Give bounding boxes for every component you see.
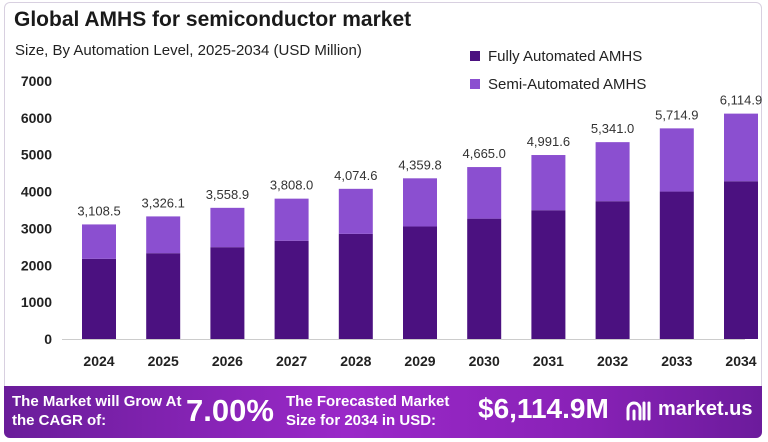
x-tick-label: 2034 — [725, 353, 756, 369]
data-label: 3,108.5 — [77, 203, 120, 218]
bar-semi-2025 — [146, 216, 181, 254]
y-tick-label: 2000 — [21, 257, 52, 273]
chart-subtitle: Size, By Automation Level, 2025-2034 (US… — [15, 42, 362, 59]
brand-logo: market.us — [626, 398, 753, 421]
y-tick-label: 3000 — [21, 220, 52, 236]
legend-swatch — [470, 79, 480, 89]
bar-semi-2033 — [659, 128, 694, 192]
data-label: 3,558.9 — [206, 187, 249, 202]
legend-swatch — [470, 51, 480, 61]
data-label: 4,074.6 — [334, 168, 377, 183]
bar-fully-2024 — [82, 258, 116, 339]
y-tick-label: 5000 — [21, 147, 52, 163]
bar-fully-2026 — [210, 247, 245, 339]
bar-fully-2025 — [146, 253, 181, 339]
bar-fully-2034 — [724, 181, 758, 339]
data-label: 3,808.0 — [270, 178, 313, 193]
bar-fully-2033 — [659, 191, 694, 339]
legend-label: Semi-Automated AMHS — [488, 75, 647, 93]
forecast-value: $6,114.9M — [478, 393, 609, 424]
bar-fully-2027 — [274, 240, 309, 339]
x-tick-label: 2026 — [212, 353, 243, 369]
y-tick-label: 7000 — [21, 73, 52, 89]
footer-banner: The Market will Grow At the CAGR of: 7.0… — [4, 386, 762, 438]
y-tick-label: 6000 — [21, 110, 52, 126]
legend-item-fully: Fully Automated AMHS — [470, 42, 646, 70]
brand-name: market.us — [658, 398, 753, 420]
bar-fully-2030 — [467, 218, 502, 339]
x-tick-label: 2024 — [83, 353, 114, 369]
data-label: 4,991.6 — [527, 134, 570, 149]
bar-fully-2032 — [595, 201, 630, 339]
bar-semi-2034 — [724, 113, 758, 182]
legend-item-semi: Semi-Automated AMHS — [470, 70, 646, 98]
bar-semi-2032 — [595, 142, 630, 202]
bar-semi-2024 — [82, 224, 116, 259]
bar-semi-2029 — [403, 178, 437, 227]
bar-semi-2026 — [210, 207, 245, 248]
x-tick-label: 2029 — [404, 353, 435, 369]
data-label: 5,341.0 — [591, 121, 634, 136]
bar-semi-2030 — [467, 167, 502, 219]
x-tick-label: 2031 — [533, 353, 564, 369]
x-tick-label: 2033 — [661, 353, 692, 369]
bar-fully-2031 — [531, 210, 566, 339]
forecast-label: The Forecasted Market Size for 2034 in U… — [286, 393, 450, 429]
data-label: 3,326.1 — [142, 195, 185, 210]
bar-semi-2027 — [274, 198, 309, 241]
legend-label: Fully Automated AMHS — [488, 47, 643, 65]
chart-title: Global AMHS for semiconductor market — [14, 8, 412, 31]
data-label: 4,359.8 — [398, 157, 441, 172]
x-tick-label: 2025 — [148, 353, 179, 369]
bar-semi-2028 — [338, 188, 373, 234]
legend: Fully Automated AMHS Semi-Automated AMHS — [470, 42, 646, 98]
y-tick-label: 0 — [44, 331, 52, 347]
x-tick-label: 2028 — [340, 353, 371, 369]
y-tick-label: 1000 — [21, 294, 52, 310]
y-tick-label: 4000 — [21, 184, 52, 200]
cagr-value: 7.00% — [186, 393, 274, 428]
bar-fully-2029 — [403, 226, 437, 339]
bar-fully-2028 — [338, 233, 373, 339]
x-tick-label: 2032 — [597, 353, 628, 369]
cagr-label: The Market will Grow At the CAGR of: — [12, 393, 182, 429]
bar-chart: 0 1000 2000 3000 4000 5000 6000 7000 3,108.5 2024… — [21, 73, 762, 369]
data-label: 6,114.9 — [720, 93, 762, 108]
bar-semi-2031 — [531, 155, 566, 211]
data-label: 4,665.0 — [463, 146, 506, 161]
data-label: 5,714.9 — [655, 107, 698, 122]
x-tick-label: 2027 — [276, 353, 307, 369]
x-tick-label: 2030 — [469, 353, 500, 369]
brand-logo-icon — [626, 401, 651, 420]
